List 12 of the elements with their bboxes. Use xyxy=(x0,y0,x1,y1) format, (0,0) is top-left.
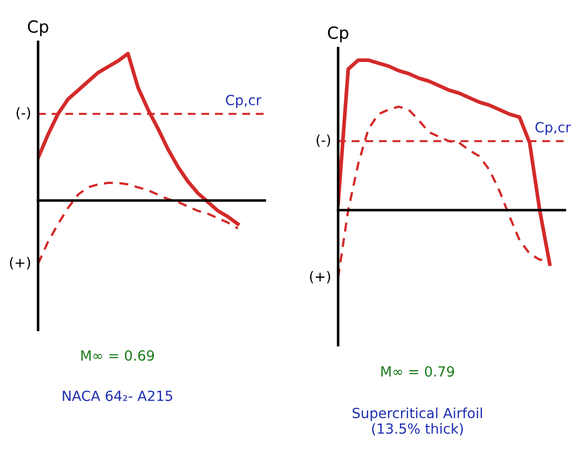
text: (-) xyxy=(16,107,30,120)
text: (-) xyxy=(316,134,330,147)
text: (+) xyxy=(310,270,330,284)
y-axis-title: Cp xyxy=(28,20,48,36)
y-axis-title: Cp xyxy=(328,26,348,42)
text: (+) xyxy=(10,257,30,270)
ref-line-label: Cp,cr xyxy=(535,122,571,136)
ref-line-label: Cp,cr xyxy=(226,94,262,108)
text: Supercritical Airfoil (13.5% thick) xyxy=(352,408,482,436)
text: M∞ = 0.69 xyxy=(81,350,154,361)
text: NACA 64₂- A215 xyxy=(62,390,172,402)
text: M∞ = 0.79 xyxy=(381,366,454,377)
